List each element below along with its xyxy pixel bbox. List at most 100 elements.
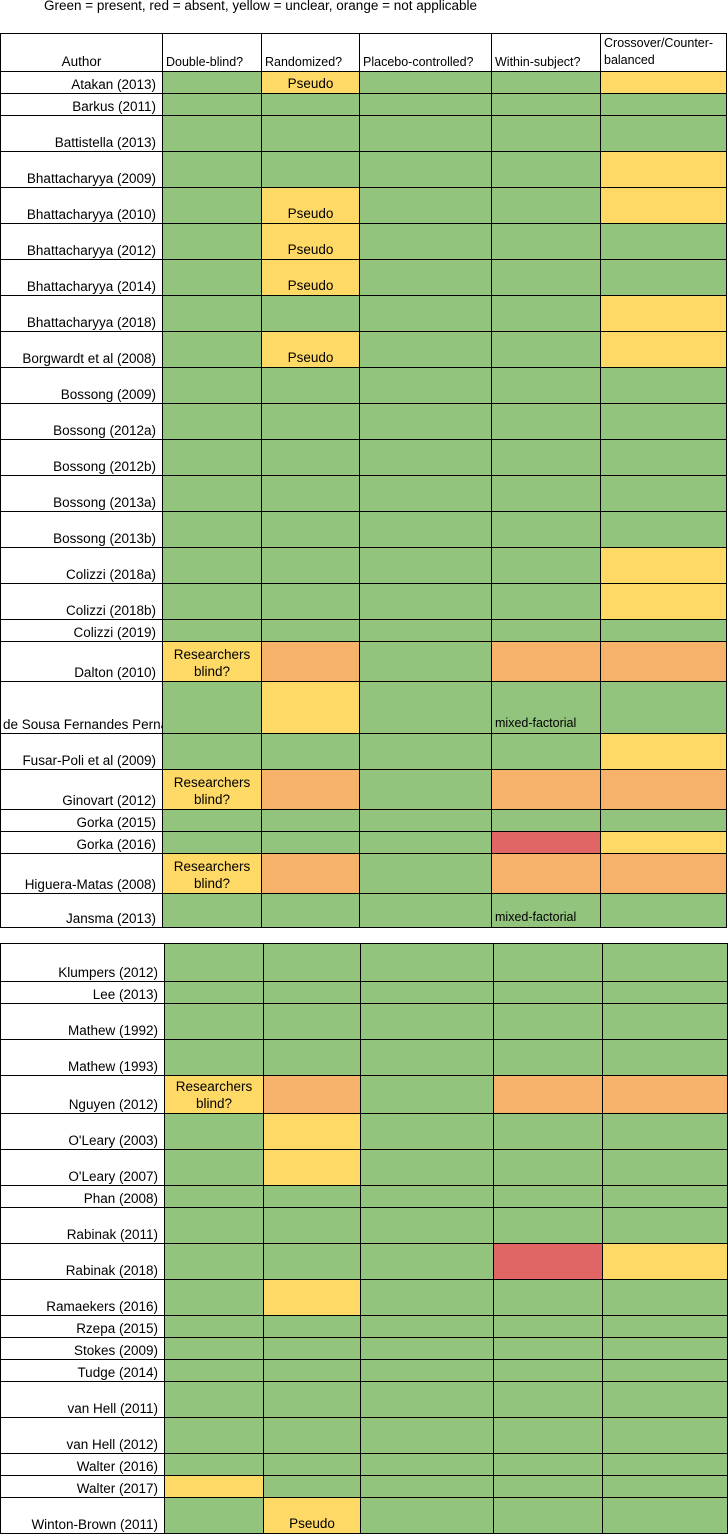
cell-note: Pseudo — [287, 278, 334, 293]
randomized-cell — [263, 1278, 361, 1316]
placebo-controlled-cell — [359, 93, 492, 116]
within-subject-cell — [491, 853, 601, 894]
within-subject-cell — [493, 1278, 603, 1316]
placebo-controlled-cell — [359, 295, 492, 332]
randomized-cell — [263, 1038, 361, 1076]
header-row: Author Double-blind? Randomized? Placebo-co… — [0, 33, 727, 72]
author-cell: Klumpers (2012) — [0, 942, 165, 982]
randomized-cell — [263, 1336, 361, 1360]
randomized-cell — [263, 1358, 361, 1382]
placebo-controlled-cell — [360, 1002, 494, 1040]
crossover-counterbalanced-cell — [600, 439, 727, 476]
author-cell: Bhattacharyya (2018) — [0, 295, 163, 332]
crossover-counterbalanced-cell — [600, 151, 727, 188]
placebo-controlled-cell — [360, 1074, 494, 1114]
crossover-counterbalanced-cell — [600, 223, 727, 260]
randomized-cell — [261, 93, 360, 116]
placebo-controlled-cell — [359, 439, 492, 476]
author-cell: Bhattacharyya (2012) — [0, 223, 163, 260]
within-subject-cell: mixed-factorial — [491, 681, 601, 734]
placebo-controlled-cell — [360, 1112, 494, 1150]
within-subject-cell — [491, 619, 601, 642]
author-cell: Ginovart (2012) — [0, 769, 163, 810]
placebo-controlled-cell — [359, 223, 492, 260]
within-subject-cell — [491, 809, 601, 832]
randomized-cell — [263, 1314, 361, 1338]
crossover-counterbalanced-cell — [600, 547, 727, 584]
randomized-cell — [263, 1242, 361, 1280]
crossover-counterbalanced-cell — [602, 1112, 728, 1150]
author-cell: Bhattacharyya (2010) — [0, 187, 163, 224]
crossover-counterbalanced-cell — [602, 1416, 728, 1454]
author-cell: de Sousa Fernandes Perna(2017) — [0, 681, 163, 734]
table-row: Gorka (2016) — [0, 831, 727, 854]
author-cell: Stokes (2009) — [0, 1336, 165, 1360]
within-subject-cell — [493, 1314, 603, 1338]
table-row: Bossong (2012b) — [0, 439, 727, 476]
double-blind-cell — [164, 1038, 264, 1076]
table-row: Walter (2017) — [0, 1474, 728, 1498]
double-blind-cell — [164, 1314, 264, 1338]
randomized-cell — [261, 831, 360, 854]
table-row: Atakan (2013) Pseudo — [0, 71, 727, 94]
within-subject-cell — [491, 583, 601, 620]
author-cell: O'Leary (2007) — [0, 1148, 165, 1186]
double-blind-cell — [164, 1416, 264, 1454]
crossover-counterbalanced-cell — [600, 71, 727, 94]
cell-note: Researchers blind? — [173, 859, 251, 891]
placebo-controlled-cell — [359, 831, 492, 854]
randomized-cell — [263, 1002, 361, 1040]
within-subject-cell — [491, 641, 601, 682]
randomized-cell — [263, 1380, 361, 1418]
table-row: Bhattacharyya (2018) — [0, 295, 727, 332]
within-subject-cell — [491, 475, 601, 512]
within-subject-cell — [491, 367, 601, 404]
table-row: de Sousa Fernandes Perna(2017) mixed-fact… — [0, 681, 727, 734]
crossover-counterbalanced-cell — [600, 853, 727, 894]
table-row: Tudge (2014) — [0, 1358, 728, 1382]
double-blind-cell — [162, 893, 262, 928]
randomized-cell — [261, 769, 360, 810]
randomized-cell — [263, 1148, 361, 1186]
within-subject-cell — [491, 187, 601, 224]
placebo-controlled-cell — [359, 115, 492, 152]
placebo-controlled-cell — [360, 1336, 494, 1360]
double-blind-cell — [164, 1002, 264, 1040]
table-row: Bhattacharyya (2010) Pseudo — [0, 187, 727, 224]
double-blind-cell — [164, 1242, 264, 1280]
double-blind-cell — [164, 980, 264, 1004]
table-row: O'Leary (2007) — [0, 1148, 728, 1186]
crossover-counterbalanced-cell — [602, 980, 728, 1004]
author-cell: Colizzi (2018a) — [0, 547, 163, 584]
double-blind-cell — [162, 71, 262, 94]
crossover-counterbalanced-cell — [600, 295, 727, 332]
double-blind-cell: Researchers blind? — [162, 853, 262, 894]
author-cell: Colizzi (2018b) — [0, 583, 163, 620]
legend-text: Green = present, red = absent, yellow = … — [44, 0, 478, 13]
placebo-controlled-cell — [360, 1380, 494, 1418]
placebo-controlled-cell — [360, 1148, 494, 1186]
crossover-counterbalanced-cell — [602, 1038, 728, 1076]
double-blind-cell — [162, 619, 262, 642]
cell-note: Researchers blind? — [173, 647, 251, 679]
double-blind-cell: Researchers blind? — [162, 641, 262, 682]
table-row: Nguyen (2012) Researchers blind? — [0, 1074, 728, 1114]
randomized-cell — [261, 403, 360, 440]
table-row: Rabinak (2011) — [0, 1206, 728, 1244]
placebo-controlled-cell — [359, 403, 492, 440]
within-subject-cell — [491, 93, 601, 116]
author-cell: Bhattacharyya (2014) — [0, 259, 163, 296]
crossover-counterbalanced-cell — [602, 1002, 728, 1040]
crossover-counterbalanced-cell — [602, 1074, 728, 1114]
within-subject-cell — [493, 1380, 603, 1418]
double-blind-cell: Researchers blind? — [162, 769, 262, 810]
double-blind-cell — [162, 331, 262, 368]
within-subject-cell — [493, 1496, 603, 1534]
table-row: van Hell (2011) — [0, 1380, 728, 1418]
placebo-controlled-cell — [359, 583, 492, 620]
cell-note: Pseudo — [289, 1515, 335, 1531]
within-subject-cell — [491, 511, 601, 548]
table-row: Bossong (2012a) — [0, 403, 727, 440]
table-row: Bhattacharyya (2014) Pseudo — [0, 259, 727, 296]
crossover-counterbalanced-cell — [600, 331, 727, 368]
